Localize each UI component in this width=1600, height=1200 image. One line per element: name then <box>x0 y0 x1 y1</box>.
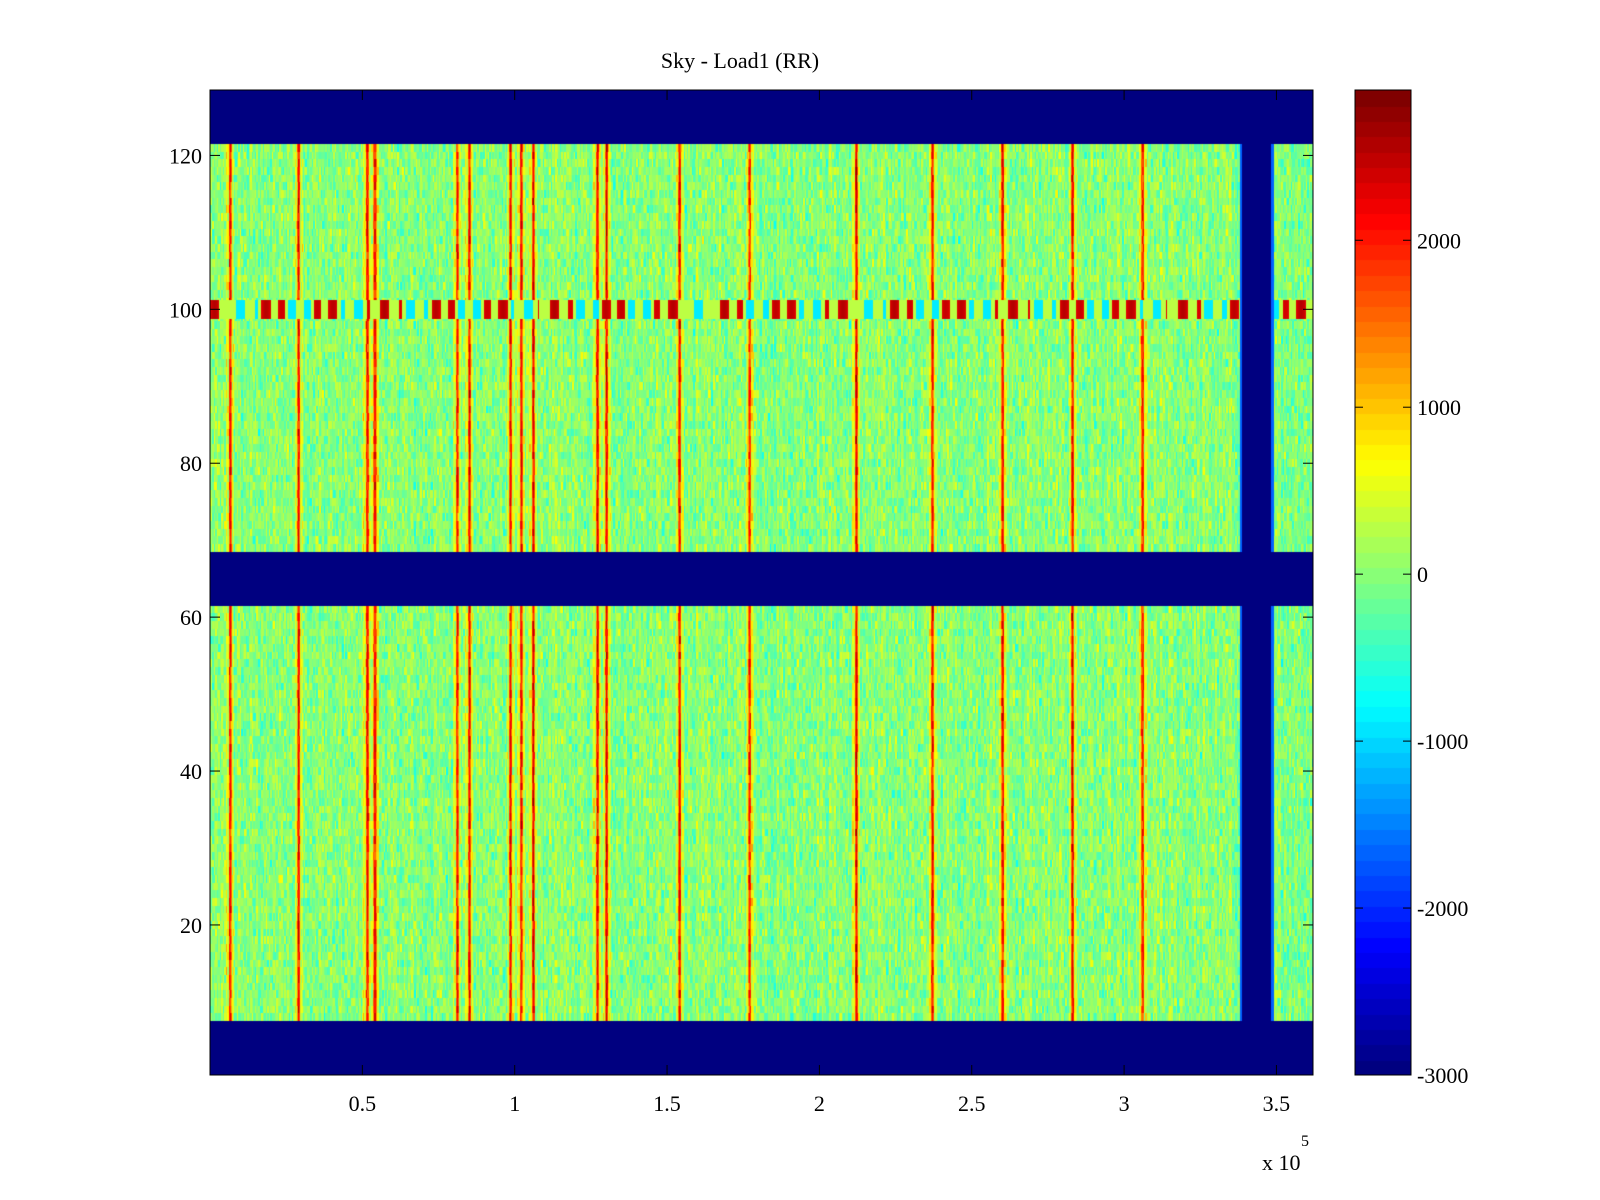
y-tick-label: 40 <box>180 759 202 784</box>
y-tick-label: 80 <box>180 451 202 476</box>
colorbar-tick-label: 0 <box>1417 562 1428 587</box>
x-tick-label: 3 <box>1119 1091 1130 1116</box>
colorbar-tick-label: 1000 <box>1417 395 1461 420</box>
colorbar-frame <box>1354 89 1412 1076</box>
y-tick-label: 60 <box>180 605 202 630</box>
axes-frame <box>209 89 1314 1076</box>
chart-title: Sky - Load1 (RR) <box>661 48 819 73</box>
x-tick-label: 1.5 <box>653 1091 681 1116</box>
colorbar-axis: 2000 1000 0 -1000 -2000 -3000 <box>1355 228 1468 1088</box>
x-tick-label: 3.5 <box>1263 1091 1291 1116</box>
y-tick-label: 120 <box>169 143 202 168</box>
x-tick-label: 1 <box>509 1091 520 1116</box>
colorbar-tick-label: -3000 <box>1417 1063 1468 1088</box>
x-axis: 0.5 1 1.5 2 2.5 3 3.5 <box>349 90 1291 1116</box>
colorbar-tick-label: -2000 <box>1417 896 1468 921</box>
x-exponent-label: x 10 <box>1262 1150 1301 1175</box>
colorbar-image <box>1355 90 1411 1075</box>
heatmap-image <box>210 90 1313 1075</box>
x-tick-label: 2 <box>814 1091 825 1116</box>
y-axis: 20 40 60 80 100 120 <box>169 143 1313 938</box>
colorbar-tick-label: -1000 <box>1417 729 1468 754</box>
y-tick-label: 100 <box>169 297 202 322</box>
x-tick-label: 0.5 <box>349 1091 377 1116</box>
y-tick-label: 20 <box>180 913 202 938</box>
x-tick-label: 2.5 <box>958 1091 986 1116</box>
colorbar-tick-label: 2000 <box>1417 228 1461 253</box>
x-exponent-power: 5 <box>1301 1133 1309 1150</box>
